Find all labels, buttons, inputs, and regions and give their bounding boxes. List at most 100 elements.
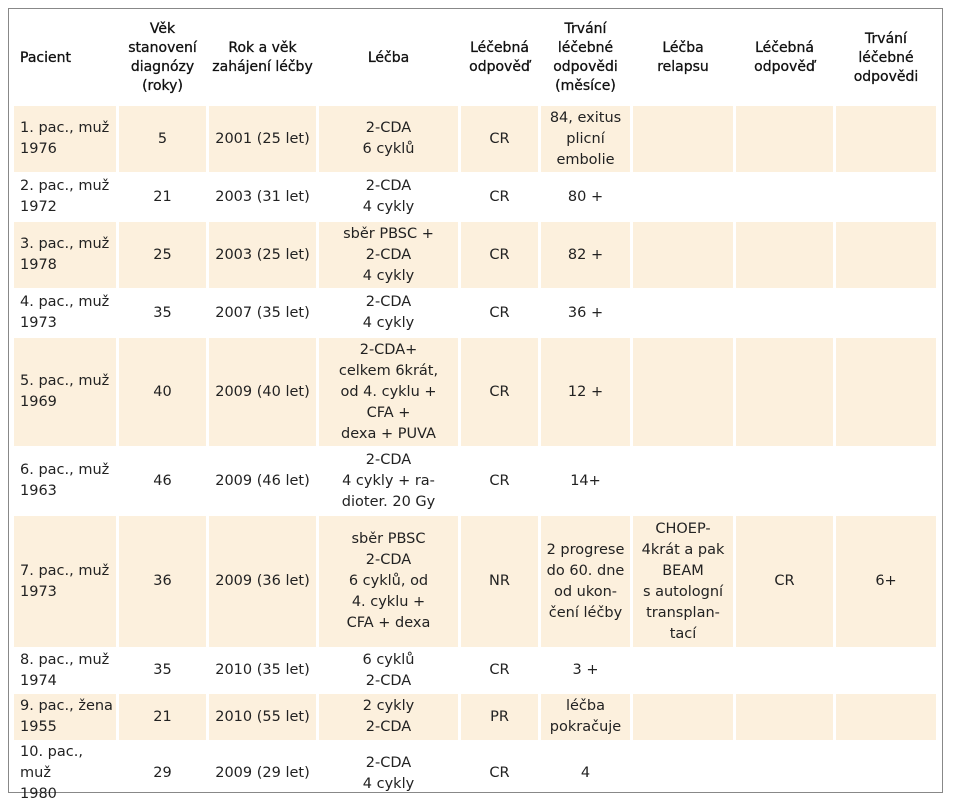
table-cell: 9. pac., žena 1955 [14, 694, 116, 740]
table-cell: PR [461, 694, 538, 740]
table-cell: 2003 (31 let) [215, 188, 310, 205]
header-cell: Léčebná odpověď [469, 40, 530, 75]
table-cell [836, 742, 936, 805]
table-cell [736, 649, 833, 692]
table-row: 5. pac., muž 1969 40 2009 (40 let) 2-CDA+ c… [14, 338, 936, 446]
table-cell [736, 742, 833, 805]
table-cell: 2001 (25 let) [209, 106, 316, 172]
table-cell [736, 338, 833, 446]
table-cell: léčba pokračuje [541, 694, 630, 740]
table-cell [836, 338, 936, 446]
table-cell: 36 [119, 516, 206, 647]
table-cell: 21 [153, 188, 172, 205]
table-cell [736, 106, 833, 172]
table-cell [633, 174, 733, 220]
table-cell: 3 + [572, 662, 599, 678]
table-cell: CR [489, 304, 510, 321]
table-cell: 2-CDA 6 cyklů [319, 106, 458, 172]
table-cell: 35 [153, 304, 172, 321]
table-cell: 2-CDA 4 cykly [362, 754, 415, 792]
table-row: 4. pac., muž 1973 35 2007 (35 let) 2-CDA 4 … [14, 290, 936, 336]
table-cell [633, 338, 733, 446]
table-cell [836, 448, 936, 514]
table-cell [633, 290, 733, 336]
table-cell: CR [461, 222, 538, 288]
table-cell: 2003 (25 let) [209, 222, 316, 288]
table-cell: 8. pac., muž 1974 [20, 651, 110, 689]
table-cell: CR [489, 765, 510, 781]
table-cell: 2-CDA 4 cykly [362, 178, 415, 215]
header-cell: Věk stanovení diagnózy (roky) [128, 21, 197, 94]
table-cell: 2010 (55 let) [209, 694, 316, 740]
table-cell: CHOEP- 4krát a pak BEAM s autologní tran… [633, 516, 733, 647]
table-cell: 2009 (36 let) [209, 516, 316, 647]
table-cell: 2-CDA 4 cykly + ra- dioter. 20 Gy [341, 451, 436, 510]
header-cell: Léčebná odpověď [754, 40, 815, 75]
table-cell [736, 694, 833, 740]
table-cell: 25 [119, 222, 206, 288]
table-cell [633, 742, 733, 805]
table-row: 8. pac., muž 1974 35 2010 (35 let) 6 cyklů … [14, 649, 936, 692]
table-cell: 3. pac., muž 1978 [14, 222, 116, 288]
table-cell: 14+ [570, 472, 601, 489]
table-row: 1. pac., muž 1976 5 2001 (25 let) 2-CDA 6 c… [14, 106, 936, 172]
table-row: 9. pac., žena 1955 21 2010 (55 let) 2 cykly… [14, 694, 936, 740]
table-cell: 10. pac., muž 1980 [20, 744, 83, 802]
table-cell: sběr PBSC 2-CDA 6 cyklů, od 4. cyklu + C… [319, 516, 458, 647]
table-cell: 5 [119, 106, 206, 172]
table-row: 2. pac., muž 1972 21 2003 (31 let) 2-CDA 4 … [14, 174, 936, 220]
table-cell [836, 649, 936, 692]
table-cell: 2009 (40 let) [209, 338, 316, 446]
header-cell: Rok a věk zahájení léčby [212, 40, 313, 75]
header-row: Pacient Věk stanovení diagnózy (roky) Rok … [14, 12, 936, 104]
table-cell: CR [489, 188, 510, 205]
table-cell [736, 290, 833, 336]
table-cell [736, 174, 833, 220]
table-cell [836, 694, 936, 740]
table-cell: 2 cykly 2-CDA [319, 694, 458, 740]
table-frame: Pacient Věk stanovení diagnózy (roky) Rok … [8, 8, 943, 802]
table-cell: 36 + [567, 304, 604, 321]
table-row: 6. pac., muž 1963 46 2009 (46 let) 2-CDA 4 … [14, 448, 936, 514]
table-cell [633, 694, 733, 740]
table-cell [633, 649, 733, 692]
table-cell: CR [461, 106, 538, 172]
table-cell: CR [736, 516, 833, 647]
table-cell: 1. pac., muž 1976 [14, 106, 116, 172]
table-cell [836, 106, 936, 172]
table-cell: 2-CDA+ celkem 6krát, od 4. cyklu + CFA +… [319, 338, 458, 446]
table-cell: 21 [119, 694, 206, 740]
table-cell [736, 448, 833, 514]
table-row: 7. pac., muž 1973 36 2009 (36 let) sběr PBS… [14, 516, 936, 647]
table-cell: CR [489, 662, 510, 678]
table-cell: 4 [580, 765, 591, 781]
table-cell: NR [461, 516, 538, 647]
table: Pacient Věk stanovení diagnózy (roky) Rok … [11, 10, 939, 807]
table-cell: 7. pac., muž 1973 [14, 516, 116, 647]
header-cell: Léčba relapsu [657, 40, 709, 75]
table-cell: 5. pac., muž 1969 [14, 338, 116, 446]
table-row: 10. pac., muž 1980 29 2009 (29 let) 2-CDA 4… [14, 742, 936, 805]
table-cell: 46 [153, 472, 172, 489]
table-cell: 84, exitus plicní embolie [541, 106, 630, 172]
table-cell: 2009 (29 let) [215, 765, 310, 781]
table-cell [633, 222, 733, 288]
header-cell: Léčba [367, 49, 410, 66]
table-cell: 82 + [541, 222, 630, 288]
table-cell: 2. pac., muž 1972 [20, 178, 110, 215]
table-cell [836, 174, 936, 220]
table-cell: CR [489, 472, 510, 489]
table-cell: 40 [119, 338, 206, 446]
table-cell: 29 [153, 765, 172, 781]
table-cell [736, 222, 833, 288]
table-cell: 2010 (35 let) [215, 662, 310, 678]
table-cell [836, 290, 936, 336]
table-cell: 2009 (46 let) [215, 472, 310, 489]
table-cell [633, 448, 733, 514]
table-cell: 6+ [836, 516, 936, 647]
table-cell: 35 [153, 662, 172, 678]
table-row: 3. pac., muž 1978 25 2003 (25 let) sběr PBS… [14, 222, 936, 288]
header-cell: Trvání léčebné odpovědi [853, 30, 919, 85]
table-cell: 2 progrese do 60. dne od ukon- čení léčb… [541, 516, 630, 647]
